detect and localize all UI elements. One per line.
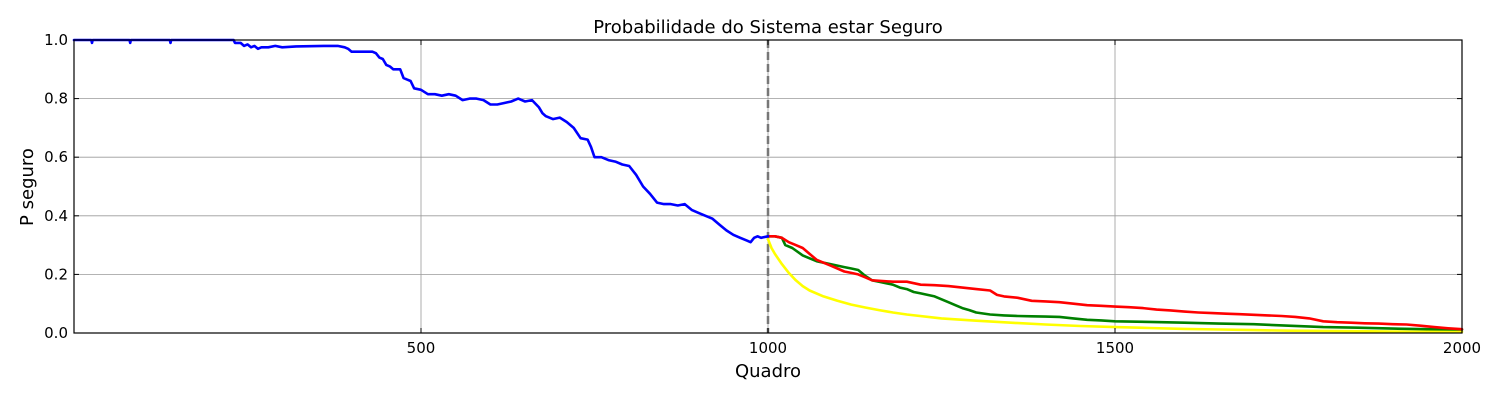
series-line-0 [72, 38, 770, 244]
x-tick-label: 1500 [1096, 339, 1134, 357]
y-tick-label: 0.0 [44, 324, 68, 342]
y-tick-label: 0.6 [44, 148, 68, 166]
y-tick-label: 0.2 [44, 265, 68, 283]
x-tick-label: 1000 [749, 339, 787, 357]
y-tick-label: 1.0 [44, 31, 68, 49]
y-axis-title: P seguro [17, 148, 38, 226]
chart-title: Probabilidade do Sistema estar Seguro [593, 17, 943, 38]
y-tick-label: 0.4 [44, 207, 68, 225]
x-axis-title: Quadro [735, 361, 801, 382]
ticks: 0.0 0.2 0.4 0.6 0.8 1.0 500 1000 1500 2000 [44, 31, 1481, 357]
x-tick-label: 500 [407, 339, 436, 357]
series-layer [72, 38, 1464, 334]
y-tick-label: 0.8 [44, 90, 68, 108]
x-tick-label: 2000 [1443, 339, 1481, 357]
series-line-1 [766, 235, 1464, 331]
series-line-3 [766, 237, 1464, 334]
